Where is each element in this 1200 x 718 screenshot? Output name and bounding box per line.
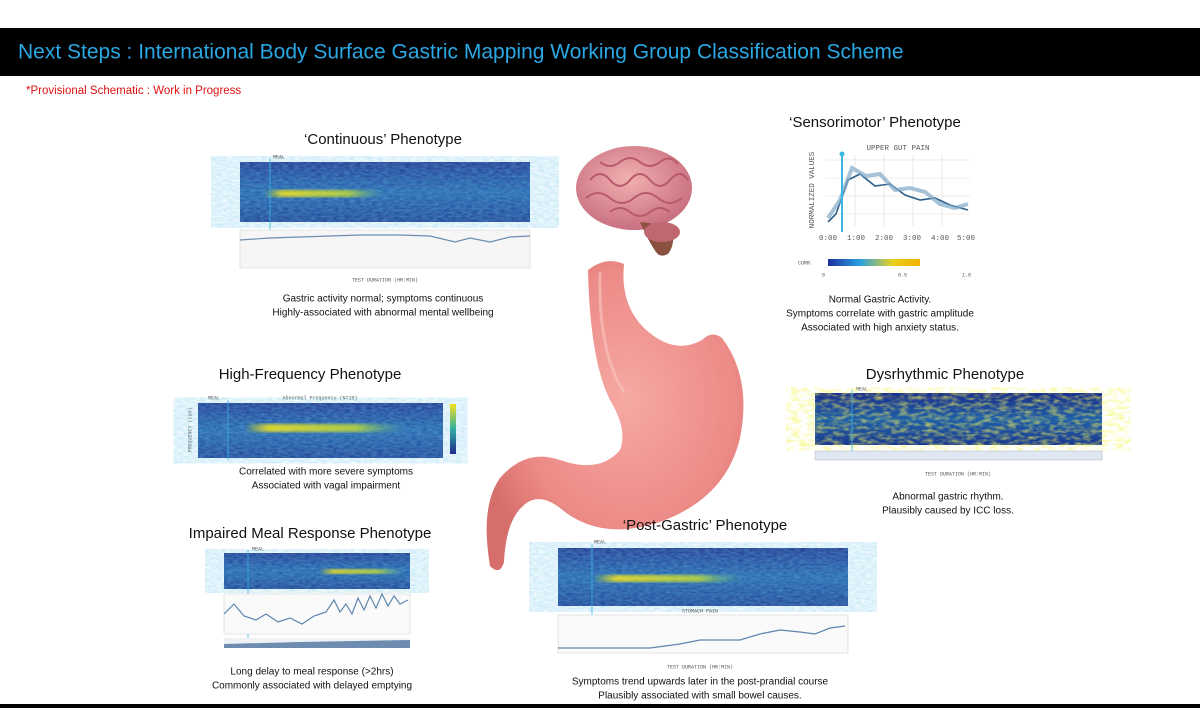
spectrogram-band — [320, 569, 405, 574]
panel-title: ‘Post-Gastric’ Phenotype — [623, 517, 788, 534]
meal-dot — [839, 151, 845, 157]
axis-label: TEST DURATION (HR:MIN) — [925, 471, 991, 477]
spectrogram-band — [265, 190, 385, 197]
brain-illustration — [576, 146, 692, 256]
meal-label: MEAL — [208, 395, 220, 401]
caption: Symptoms correlate with gastric amplitud… — [786, 309, 974, 320]
chart-title: Abnormal Frequency (N=10) — [282, 395, 357, 401]
symptom-chart — [239, 229, 531, 269]
x-tick-label: 5:00 — [957, 235, 976, 243]
header-bar — [0, 28, 1200, 76]
colorbar-tick: 1.0 — [962, 272, 971, 278]
high-frequency-panel: High-Frequency Phenotype FREQUENCY (cpm)… — [187, 366, 456, 492]
x-tick-label: 4:00 — [931, 235, 950, 243]
symptom-strip — [814, 450, 1103, 461]
axis-label: TEST DURATION (HR:MIN) — [667, 664, 733, 670]
y-axis-label: FREQUENCY (cpm) — [187, 407, 193, 452]
x-tick-label: 1:00 — [847, 235, 866, 243]
meal-label: MEAL — [273, 154, 285, 160]
colorbar-label: CORR. — [798, 260, 813, 266]
spectrogram-band — [245, 424, 405, 432]
symptom-area — [224, 640, 410, 648]
caption: Highly-associated with abnormal mental w… — [272, 308, 493, 319]
caption: Normal Gastric Activity. — [829, 295, 932, 306]
colorbar-tick: 0.5 — [898, 272, 907, 278]
symptom-line — [558, 625, 846, 649]
symptom-line — [239, 234, 531, 243]
amplitude-chart — [223, 593, 411, 635]
meal-label: MEAL — [856, 386, 868, 392]
caption: Abnormal gastric rhythm. — [892, 492, 1003, 503]
caption: Associated with vagal impairment — [252, 481, 401, 492]
y-axis-label: NORMALIZED VALUES — [809, 151, 817, 228]
caption: Plausibly associated with small bowel ca… — [598, 691, 801, 702]
caption: Symptoms trend upwards later in the post… — [572, 677, 829, 688]
continuous-panel: ‘Continuous’ Phenotype MEAL TEST DURATIO… — [239, 131, 531, 319]
impaired-meal-panel: Impaired Meal Response Phenotype MEAL Lo… — [189, 525, 432, 692]
caption: Plausibly caused by ICC loss. — [882, 506, 1014, 517]
caption: Commonly associated with delayed emptyin… — [212, 681, 412, 692]
colorbar — [450, 404, 456, 454]
x-tick-label: 2:00 — [875, 235, 894, 243]
amplitude-line — [223, 592, 409, 625]
chart-title: STOMACH PAIN — [682, 608, 718, 614]
header-title: Next Steps : International Body Surface … — [18, 41, 904, 64]
axis-label: TEST DURATION (HR:MIN) — [352, 277, 418, 283]
post-gastric-panel: ‘Post-Gastric’ Phenotype MEAL STOMACH PA… — [557, 517, 849, 702]
stomach-illustration — [486, 261, 744, 571]
caption: Gastric activity normal; symptoms contin… — [283, 294, 484, 305]
series-band — [826, 165, 969, 220]
caption: Correlated with more severe symptoms — [239, 467, 413, 478]
caption: Associated with high anxiety status. — [801, 323, 959, 334]
dysrhythmic-panel: Dysrhythmic Phenotype MEAL TEST DURATION… — [814, 366, 1103, 517]
meal-label: MEAL — [252, 546, 264, 552]
spectrogram-texture — [815, 393, 1102, 445]
panel-title: High-Frequency Phenotype — [219, 366, 402, 383]
panel-title: Dysrhythmic Phenotype — [866, 366, 1024, 383]
meal-label: MEAL — [594, 539, 606, 545]
header-note: *Provisional Schematic : Work in Progres… — [26, 85, 241, 97]
panel-title: ‘Sensorimotor’ Phenotype — [789, 114, 961, 131]
spectrogram-band — [594, 575, 744, 582]
colorbar-tick: 0 — [822, 272, 825, 278]
symptom-chart — [557, 614, 849, 654]
caption: Long delay to meal response (>2hrs) — [230, 667, 393, 678]
x-tick-label: 0:00 — [819, 235, 838, 243]
panel-title: ‘Continuous’ Phenotype — [304, 131, 462, 148]
panel-title: Impaired Meal Response Phenotype — [189, 525, 432, 542]
x-tick-label: 3:00 — [903, 235, 922, 243]
sensorimotor-panel: ‘Sensorimotor’ Phenotype UPPER GUT PAIN … — [786, 114, 975, 334]
chart-title: UPPER GUT PAIN — [866, 145, 929, 153]
footer-line — [0, 704, 1200, 708]
colorbar — [828, 259, 920, 266]
